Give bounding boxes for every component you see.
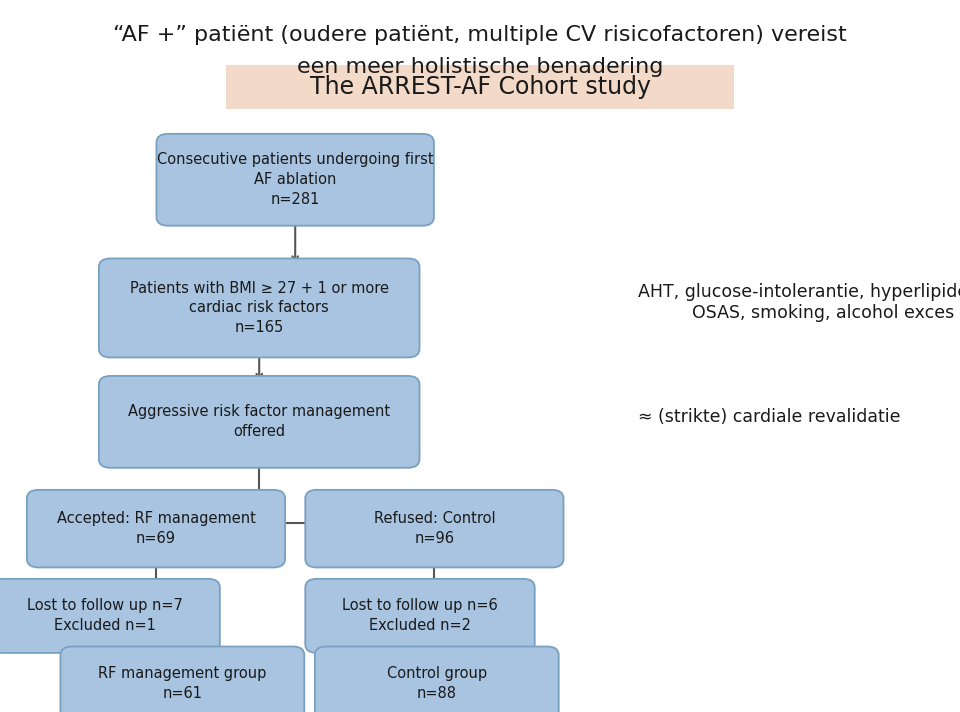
Text: Aggressive risk factor management
offered: Aggressive risk factor management offere…: [128, 404, 391, 439]
Text: Lost to follow up n=6
Excluded n=2: Lost to follow up n=6 Excluded n=2: [342, 599, 498, 633]
FancyBboxPatch shape: [0, 579, 220, 653]
FancyBboxPatch shape: [156, 134, 434, 226]
FancyBboxPatch shape: [99, 376, 420, 468]
FancyBboxPatch shape: [99, 258, 420, 357]
Text: The ARREST-AF Cohort study: The ARREST-AF Cohort study: [309, 75, 651, 99]
FancyBboxPatch shape: [60, 646, 304, 712]
FancyBboxPatch shape: [305, 579, 535, 653]
Text: Consecutive patients undergoing first
AF ablation
n=281: Consecutive patients undergoing first AF…: [156, 152, 434, 207]
Text: Lost to follow up n=7
Excluded n=1: Lost to follow up n=7 Excluded n=1: [27, 599, 183, 633]
Text: “AF +” patiënt (oudere patiënt, multiple CV risicofactoren) vereist: “AF +” patiënt (oudere patiënt, multiple…: [113, 25, 847, 45]
FancyBboxPatch shape: [27, 490, 285, 567]
FancyBboxPatch shape: [305, 490, 564, 567]
FancyBboxPatch shape: [226, 65, 734, 109]
Text: Accepted: RF management
n=69: Accepted: RF management n=69: [57, 511, 255, 546]
Text: RF management group
n=61: RF management group n=61: [98, 666, 267, 701]
FancyBboxPatch shape: [315, 646, 559, 712]
Text: Control group
n=88: Control group n=88: [387, 666, 487, 701]
Text: Refused: Control
n=96: Refused: Control n=96: [373, 511, 495, 546]
Text: Patients with BMI ≥ 27 + 1 or more
cardiac risk factors
n=165: Patients with BMI ≥ 27 + 1 or more cardi…: [130, 281, 389, 335]
Text: ≈ (strikte) cardiale revalidatie: ≈ (strikte) cardiale revalidatie: [638, 407, 900, 426]
Text: een meer holistische benadering: een meer holistische benadering: [297, 57, 663, 77]
Text: AHT, glucose-intolerantie, hyperlipidemie,
OSAS, smoking, alcohol exces: AHT, glucose-intolerantie, hyperlipidemi…: [638, 283, 960, 322]
